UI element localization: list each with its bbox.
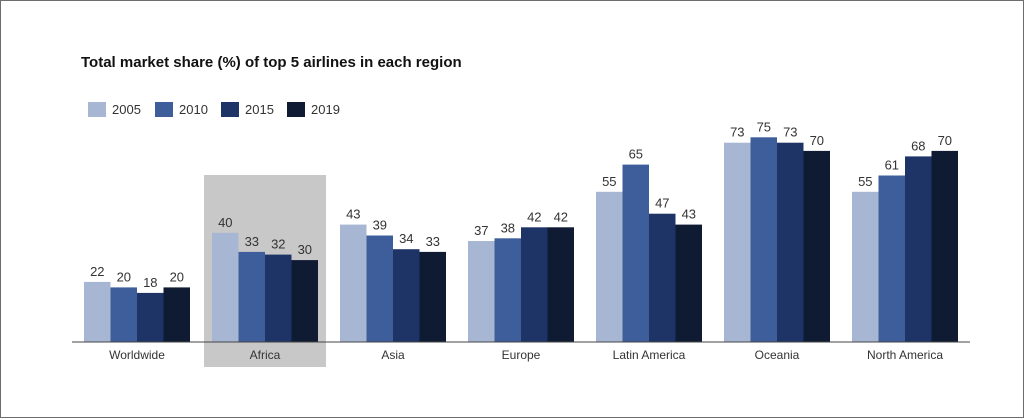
data-label-europe-2010: 38 [501,220,515,235]
chart-title: Total market share (%) of top 5 airlines… [81,54,462,71]
legend-item-2015: 2015 [221,100,274,118]
legend-swatch-2010 [155,101,173,117]
bar-asia-2010 [366,235,393,342]
bar-oceania-2015 [777,142,804,342]
bar-latin-america-2015 [649,213,676,342]
bar-africa-2019 [291,260,318,342]
legend-label-2005: 2005 [112,101,141,117]
bar-latin-america-2019 [675,224,702,342]
category-label-latin-america: Latin America [613,348,686,362]
category-label-asia: Asia [381,348,405,362]
bar-worldwide-2015 [137,292,164,342]
data-label-worldwide-2019: 20 [170,269,184,284]
bar-europe-2015 [521,227,548,342]
bar-oceania-2010 [750,137,777,343]
data-label-europe-2019: 42 [554,209,568,224]
legend-swatch-2005 [88,101,106,117]
bar-oceania-2019 [803,150,830,342]
data-label-asia-2010: 39 [373,218,387,233]
data-label-oceania-2010: 75 [757,119,771,134]
data-label-latin-america-2010: 65 [629,147,643,162]
data-label-africa-2010: 33 [245,234,259,249]
data-label-asia-2015: 34 [399,231,413,246]
bar-europe-2005 [468,241,495,342]
bar-asia-2015 [393,249,420,342]
data-label-oceania-2015: 73 [783,125,797,140]
legend-item-2019: 2019 [287,100,340,118]
bar-europe-2019 [547,227,574,342]
category-label-oceania: Oceania [755,348,800,362]
category-label-africa: Africa [250,348,281,362]
category-label-north-america: North America [867,348,943,362]
data-label-europe-2005: 37 [474,223,488,238]
legend-item-2005: 2005 [88,100,141,118]
data-label-worldwide-2005: 22 [90,264,104,279]
bar-africa-2010 [238,251,265,342]
bar-north-america-2005 [852,191,879,342]
data-label-asia-2019: 33 [426,234,440,249]
bar-latin-america-2005 [596,191,623,342]
legend-label-2010: 2010 [179,101,208,117]
bar-asia-2005 [340,224,367,342]
data-label-oceania-2019: 70 [810,133,824,148]
data-label-latin-america-2015: 47 [655,196,669,211]
data-label-africa-2005: 40 [218,215,232,230]
legend-item-2010: 2010 [155,100,208,118]
legend-label-2015: 2015 [245,101,274,117]
category-label-europe: Europe [502,348,541,362]
bar-latin-america-2010 [622,164,649,342]
data-label-africa-2015: 32 [271,237,285,252]
data-label-asia-2005: 43 [346,207,360,222]
bar-north-america-2015 [905,156,932,342]
data-label-latin-america-2019: 43 [682,207,696,222]
data-label-oceania-2005: 73 [730,125,744,140]
category-label-worldwide: Worldwide [109,348,165,362]
data-label-latin-america-2005: 55 [602,174,616,189]
data-label-worldwide-2010: 20 [117,269,131,284]
bar-asia-2019 [419,251,446,342]
bar-worldwide-2019 [163,287,190,342]
legend-label-2019: 2019 [311,101,340,117]
legend-swatch-2019 [287,101,305,117]
bar-north-america-2010 [878,175,905,342]
data-label-north-america-2015: 68 [911,138,925,153]
data-label-north-america-2019: 70 [938,133,952,148]
legend-swatch-2015 [221,101,239,117]
data-label-europe-2015: 42 [527,209,541,224]
bar-worldwide-2005 [84,281,111,342]
data-label-north-america-2010: 61 [885,158,899,173]
bar-europe-2010 [494,238,521,342]
bar-africa-2005 [212,232,239,342]
data-label-africa-2019: 30 [298,242,312,257]
bar-north-america-2019 [931,150,958,342]
bar-worldwide-2010 [110,287,137,342]
data-label-worldwide-2015: 18 [143,275,157,290]
bar-africa-2015 [265,254,292,342]
bar-oceania-2005 [724,142,751,342]
data-label-north-america-2005: 55 [858,174,872,189]
